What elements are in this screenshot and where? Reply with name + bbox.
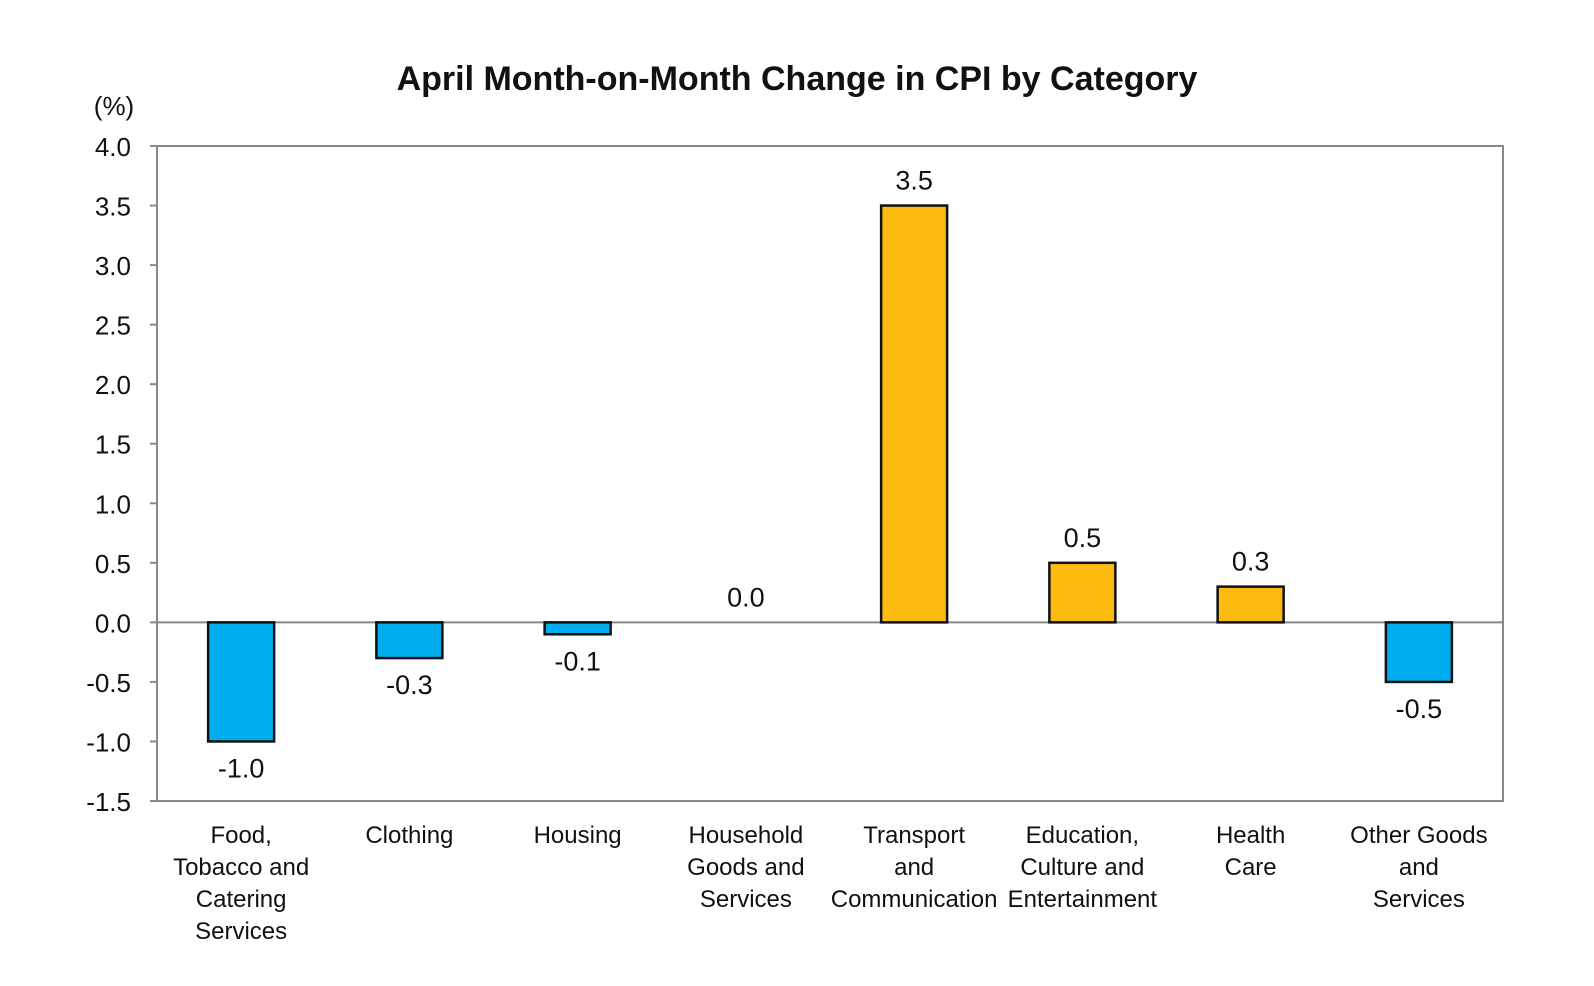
x-category-label: Food, bbox=[210, 822, 271, 849]
x-category-label: Household bbox=[689, 822, 804, 849]
data-label: -0.1 bbox=[554, 646, 601, 676]
x-category-label: Catering bbox=[196, 886, 287, 913]
x-category-label: Clothing bbox=[365, 822, 453, 849]
bar bbox=[879, 204, 949, 624]
y-tick-label: 3.5 bbox=[95, 192, 131, 222]
x-category-label: Culture and bbox=[1020, 854, 1144, 881]
bar bbox=[375, 621, 444, 660]
bar bbox=[206, 621, 276, 743]
data-label: -1.0 bbox=[218, 753, 265, 783]
data-label: 0.5 bbox=[1064, 523, 1102, 553]
x-category-label: Goods and bbox=[687, 854, 804, 881]
x-category-label: and bbox=[894, 854, 934, 881]
x-category-label: Housing bbox=[534, 822, 622, 849]
y-tick-label: 3.0 bbox=[95, 251, 131, 281]
data-label: -0.3 bbox=[386, 670, 433, 700]
data-label: 0.3 bbox=[1232, 547, 1270, 577]
bar bbox=[1048, 561, 1117, 624]
x-category-label: Services bbox=[700, 886, 792, 913]
y-tick-label: 0.5 bbox=[95, 549, 131, 579]
x-category-label: Services bbox=[1373, 886, 1465, 913]
x-category-label: Tobacco and bbox=[173, 854, 309, 881]
chart-title: April Month-on-Month Change in CPI by Ca… bbox=[397, 60, 1198, 98]
x-category-label: Education, bbox=[1026, 822, 1139, 849]
y-tick-label: 4.0 bbox=[95, 132, 131, 162]
y-tick-label: 0.0 bbox=[95, 608, 131, 638]
bar bbox=[543, 621, 612, 636]
x-category-label: Care bbox=[1225, 854, 1277, 881]
x-category-label: Health bbox=[1216, 822, 1285, 849]
y-tick-label: 1.5 bbox=[95, 430, 131, 460]
x-category-label: Other Goods bbox=[1350, 822, 1487, 849]
data-label: 0.0 bbox=[727, 582, 765, 612]
y-tick-label: 1.0 bbox=[95, 489, 131, 519]
data-label: -0.5 bbox=[1396, 694, 1443, 724]
x-category-label: Entertainment bbox=[1008, 886, 1158, 913]
y-tick-label: 2.0 bbox=[95, 370, 131, 400]
plot-frame bbox=[156, 145, 1504, 802]
y-tick-label: -1.0 bbox=[86, 727, 131, 757]
y-axis-unit-label: (%) bbox=[94, 91, 134, 121]
bar bbox=[1216, 585, 1285, 624]
plot-area: 4.0 3.5 3.0 2.5 2.0 1.5 1.0 0.5 0.0 -0.5 -1.0 -1.5 -… bbox=[86, 132, 1504, 945]
x-category-label: Services bbox=[195, 918, 287, 945]
y-tick-label: 2.5 bbox=[95, 311, 131, 341]
x-category-label: and bbox=[1399, 854, 1439, 881]
y-tick-label: -1.5 bbox=[86, 787, 131, 817]
data-label: 3.5 bbox=[895, 166, 933, 196]
bar bbox=[1384, 621, 1454, 684]
y-tick-label: -0.5 bbox=[86, 668, 131, 698]
x-category-label: Communication bbox=[831, 886, 998, 913]
x-category-label: Transport bbox=[863, 822, 965, 849]
